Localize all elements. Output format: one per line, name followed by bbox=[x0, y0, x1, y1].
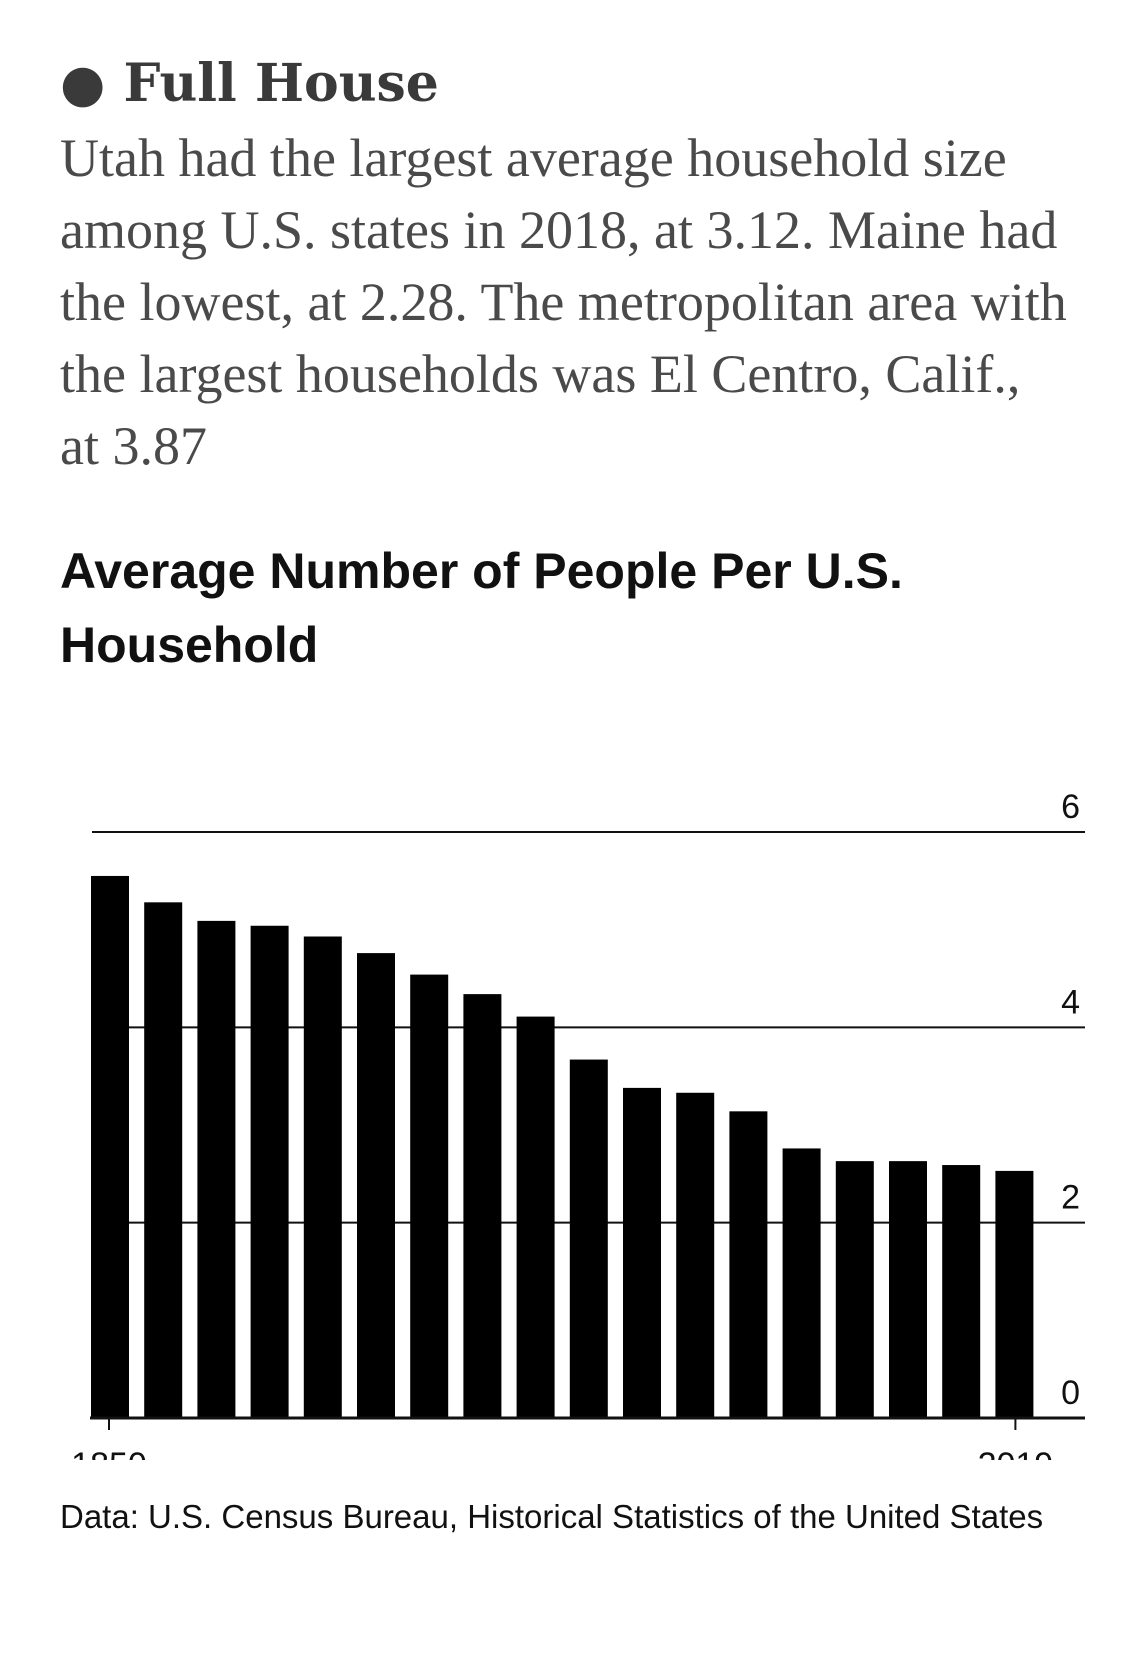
bar-7 bbox=[463, 994, 502, 1418]
x-tick-label-1850: 1850 bbox=[71, 1446, 147, 1460]
bar-16 bbox=[942, 1165, 981, 1418]
bar-chart: 0 2 4 6 1850 2019 bbox=[71, 788, 1085, 1460]
bar-0 bbox=[91, 875, 129, 1418]
chart-title: Average Number of People Per U.S. Househ… bbox=[60, 543, 903, 673]
bar-13 bbox=[782, 1148, 821, 1418]
headline: ● Full House bbox=[60, 53, 439, 114]
bar-14 bbox=[835, 1161, 874, 1418]
bar-15 bbox=[889, 1161, 927, 1418]
y-tick-label-2: 2 bbox=[1061, 1179, 1080, 1217]
bar-9 bbox=[569, 1059, 608, 1418]
x-tick-label-2019: 2019 bbox=[978, 1446, 1054, 1460]
bar-3 bbox=[250, 925, 289, 1418]
bar-1 bbox=[144, 902, 183, 1418]
summary-paragraph: Utah had the largest average household s… bbox=[60, 128, 1067, 476]
bar-5 bbox=[357, 953, 395, 1418]
data-source-note: Data: U.S. Census Bureau, Historical Sta… bbox=[60, 1498, 1044, 1535]
bar-10 bbox=[623, 1087, 661, 1418]
axes: 0 2 4 6 1850 2019 bbox=[71, 788, 1085, 1460]
y-tick-label-4: 4 bbox=[1061, 983, 1080, 1021]
bars bbox=[91, 875, 1034, 1418]
y-tick-label-6: 6 bbox=[1061, 788, 1080, 826]
bar-6 bbox=[410, 974, 449, 1418]
bar-8 bbox=[516, 1016, 555, 1418]
bar-4 bbox=[303, 936, 342, 1418]
y-tick-label-0: 0 bbox=[1061, 1374, 1080, 1412]
bar-2 bbox=[197, 920, 236, 1418]
bar-17 bbox=[995, 1170, 1034, 1418]
bar-12 bbox=[729, 1111, 768, 1418]
bar-11 bbox=[676, 1092, 715, 1418]
